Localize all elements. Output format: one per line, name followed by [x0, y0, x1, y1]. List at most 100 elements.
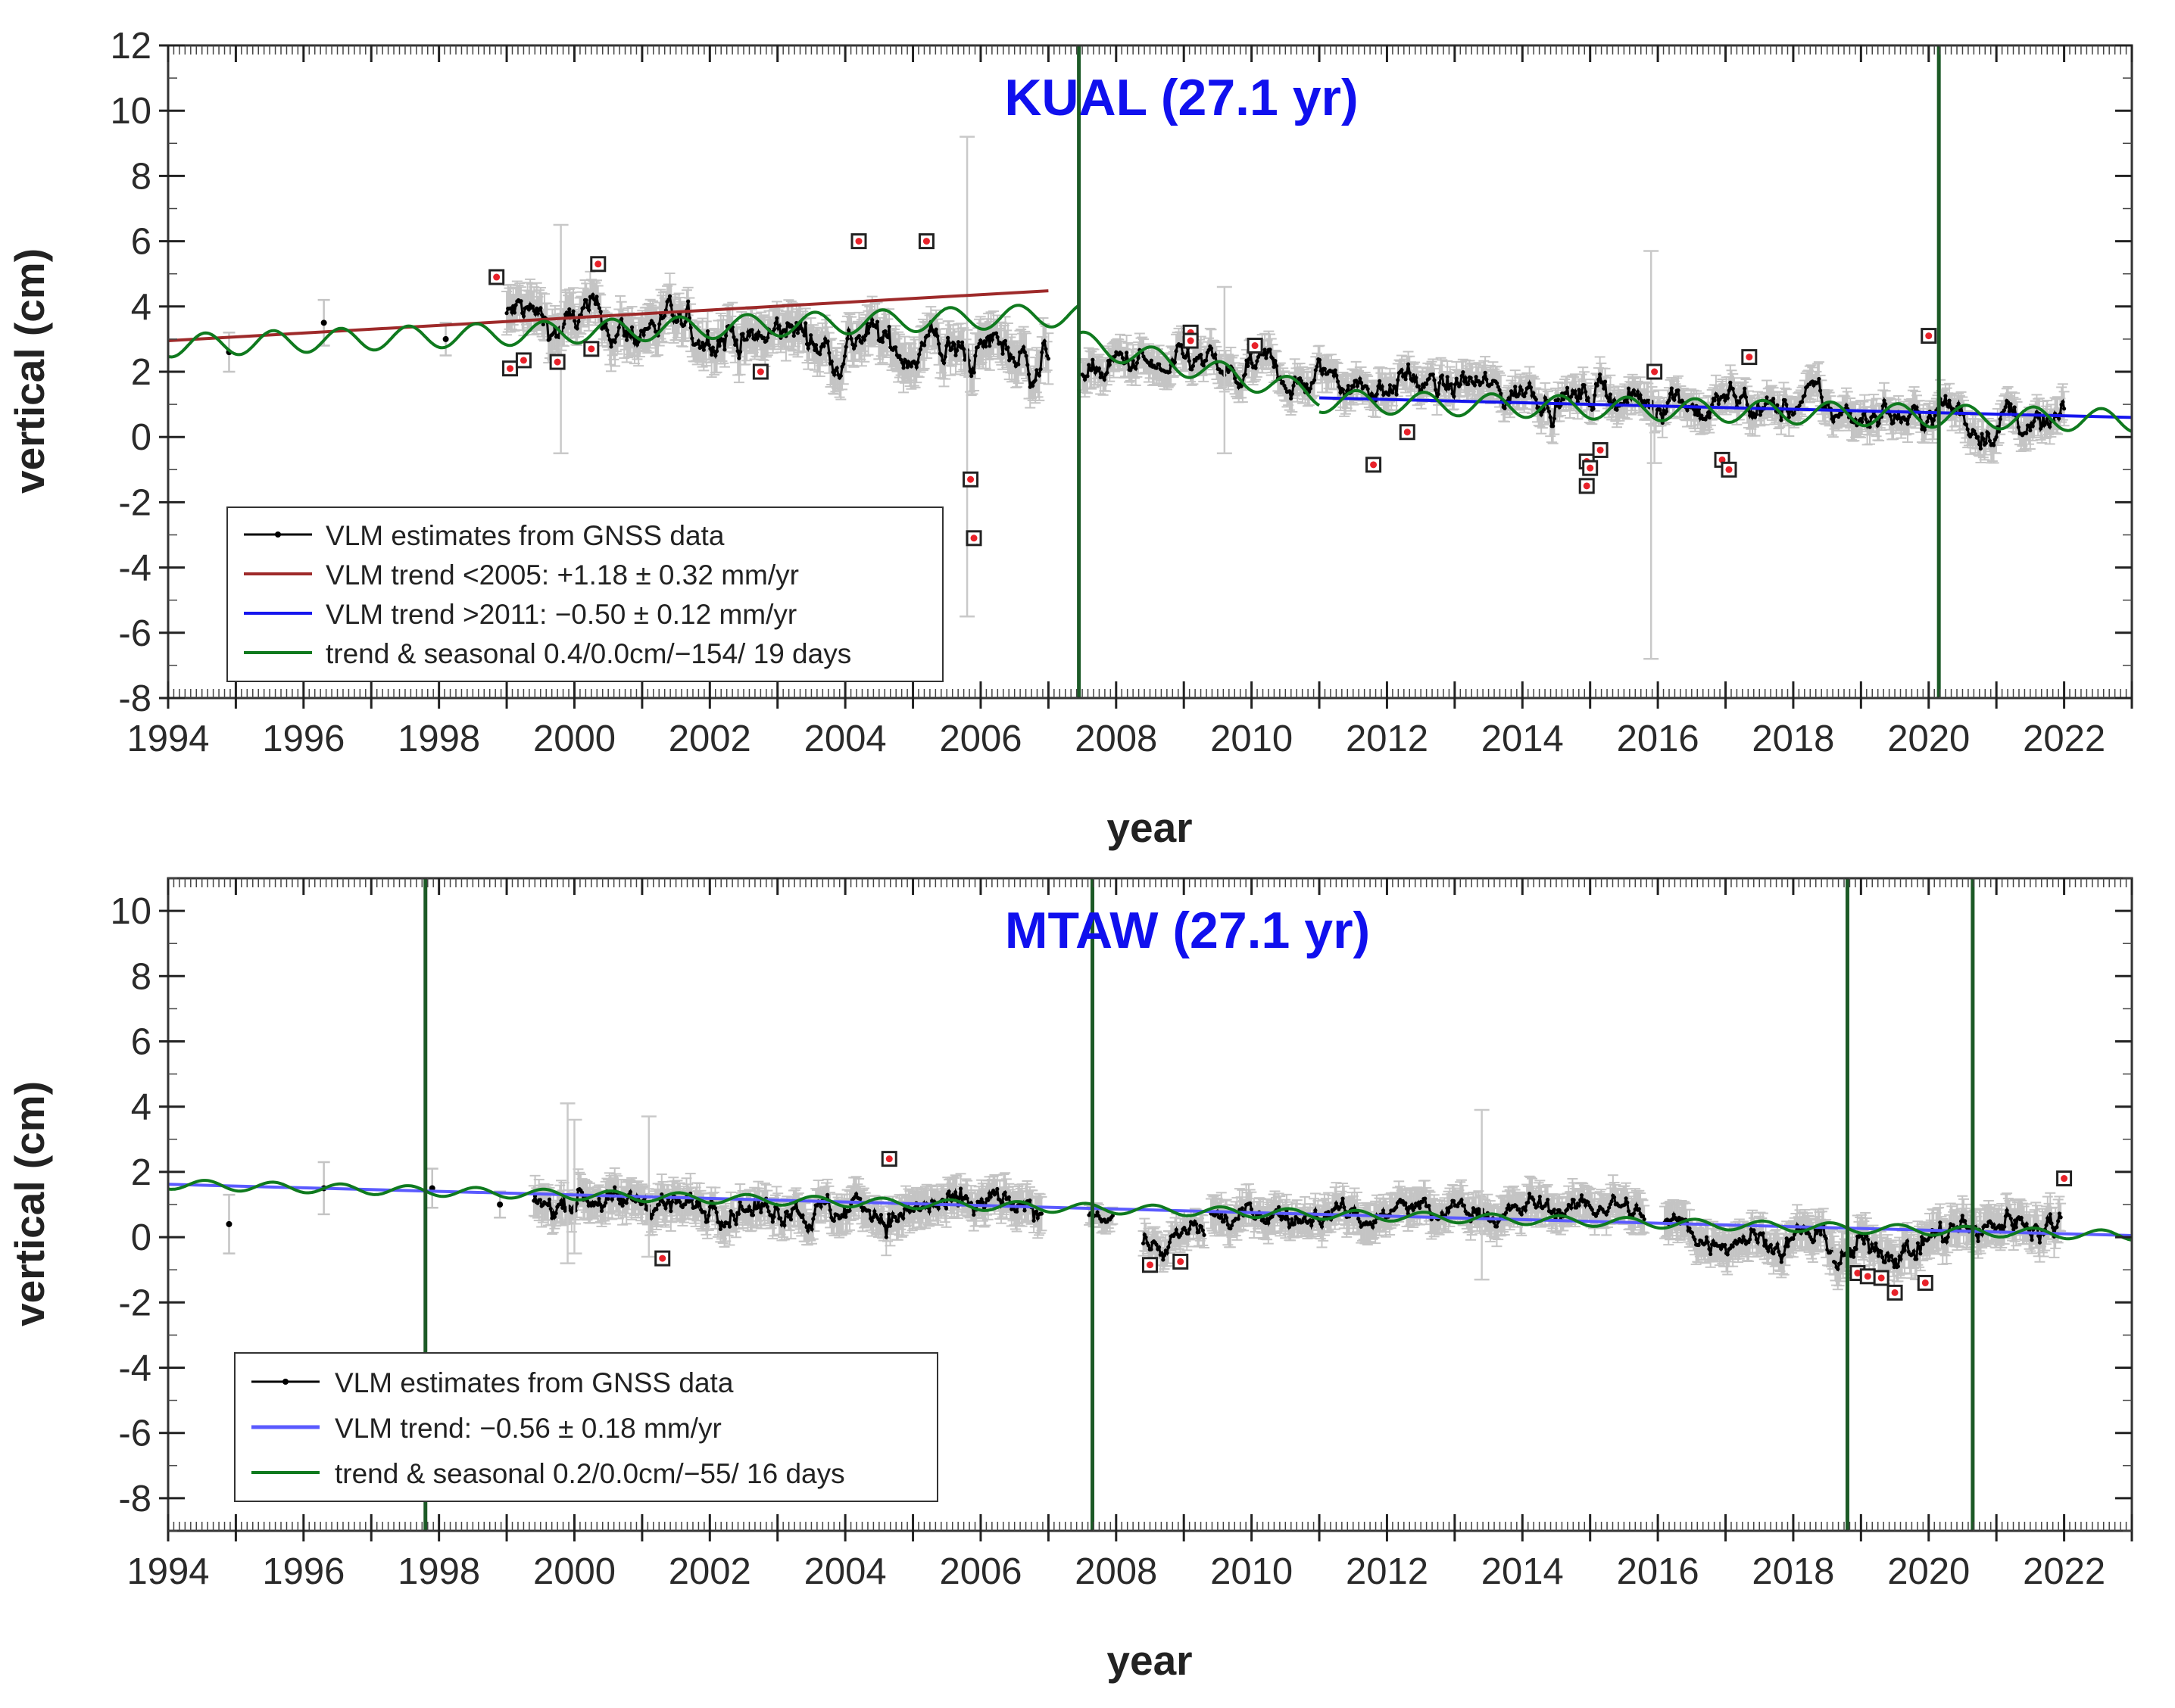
kual-data-point-1-371: [1564, 391, 1568, 395]
kual-data-point-0-40: [557, 335, 561, 339]
kual-data-point-0-314: [914, 365, 919, 369]
kual-outlier-dot-23: [1746, 354, 1753, 361]
kual-data-point-0-12: [520, 310, 525, 316]
kual-outlier-20: [1646, 363, 1663, 380]
kual-data-point-0-52: [573, 319, 577, 323]
kual-data-point-1-154: [1281, 379, 1285, 385]
kual-data-point-0-249: [829, 360, 834, 364]
kual-data-point-0-284: [875, 319, 880, 324]
kual-data-point-0-413: [1044, 347, 1048, 351]
kual-data-point-1-701: [1994, 435, 1999, 439]
kual-data-point-0-410: [1040, 350, 1044, 355]
kual-data-point-1-240: [1393, 385, 1397, 389]
kual-data-point-0-399: [1025, 363, 1030, 367]
kual-data-point-1-632: [1904, 417, 1908, 422]
kual-data-point-0-24: [535, 311, 541, 316]
kual-data-point-1-552: [1799, 400, 1805, 404]
kual-outlier-dot-2: [520, 357, 527, 364]
kual-data-point-0-397: [1022, 350, 1027, 354]
kual-data-point-1-730: [2032, 419, 2036, 423]
kual-data-point-1-95: [1204, 358, 1209, 363]
kual-data-point-1-130: [1250, 361, 1254, 366]
kual-data-point-1-302: [1474, 375, 1478, 379]
kual-data-point-1-15: [1100, 371, 1104, 376]
kual-data-point-0-199: [764, 338, 769, 343]
kual-data-point-0-292: [885, 335, 890, 339]
kual-data-point-1-451: [1668, 391, 1673, 396]
kual-data-point-0-175: [733, 342, 738, 348]
kual-outlier-0: [488, 269, 505, 285]
kual-data-points-seg-0: [504, 292, 1050, 389]
kual-data-point-0-44: [562, 322, 566, 326]
kual-outlier-6: [752, 363, 769, 380]
kual-data-point-1-752: [2061, 400, 2065, 404]
kual-trend-line-0: [168, 289, 1049, 343]
kual-data-point-0-329: [934, 327, 938, 332]
kual-data-point-0-227: [800, 329, 805, 334]
kual-data-point-1-255: [1412, 379, 1417, 384]
kual-data-point-0-127: [670, 313, 675, 317]
kual-data-point-1-469: [1692, 407, 1696, 412]
kual-data-point-1-337: [1519, 388, 1524, 392]
kual-data-point-1-149: [1275, 363, 1279, 369]
kual-data-point-1-540: [1784, 403, 1789, 407]
kual-data-point-1-301: [1472, 383, 1477, 388]
kual-data-point-0-184: [744, 337, 749, 342]
kual-data-point-1-71: [1172, 360, 1177, 365]
kual-data-point-1-276: [1440, 373, 1444, 378]
kual-data-point-0-335: [941, 360, 947, 366]
kual-data-point-1-685: [1973, 432, 1978, 437]
kual-data-point-0-27: [540, 313, 545, 317]
kual-data-point-0-205: [772, 327, 777, 332]
kual-data-point-0-357: [970, 367, 975, 372]
kual-outlier-dot-21: [1718, 456, 1726, 463]
kual-data-point-0-20: [530, 304, 535, 309]
kual-data-point-1-379: [1574, 395, 1579, 400]
kual-data-point-1-43: [1136, 356, 1141, 360]
kual-data-point-1-236: [1387, 383, 1393, 388]
kual-data-point-0-251: [832, 372, 837, 377]
kual-data-point-0-384: [1006, 345, 1010, 350]
kual-data-point-1-287: [1454, 376, 1459, 381]
kual-data-point-1-509: [1743, 395, 1749, 400]
kual-trend-line-1: [1318, 396, 2132, 419]
kual-data-point-1-175: [1308, 386, 1312, 391]
kual-outlier-15: [1399, 424, 1415, 441]
kual-data-point-1-405: [1608, 392, 1613, 397]
kual-data-point-1-222: [1369, 391, 1374, 396]
kual-data-point-0-341: [950, 347, 954, 351]
kual-data-point-0-43: [560, 325, 565, 330]
kual-data-point-1-530: [1771, 396, 1776, 401]
kual-data-point-1-452: [1669, 386, 1674, 391]
kual-data-point-1-419: [1626, 386, 1631, 391]
kual-data-point-1-689: [1978, 446, 1983, 451]
kual-data-point-0-63: [587, 307, 591, 313]
kual-data-point-1-324: [1503, 406, 1507, 410]
kual-data-point-0-331: [936, 341, 941, 346]
kual-data-point-1-354: [1541, 407, 1546, 412]
kual-data-point-1-180: [1315, 364, 1319, 369]
kual-outlier-dot-18: [1587, 464, 1594, 472]
kual-outlier-7: [850, 233, 867, 250]
kual-data-point-1-17: [1102, 377, 1106, 382]
kual-data-point-0-7: [513, 303, 518, 307]
kual-data-point-1-369: [1561, 397, 1566, 402]
kual-data-point-1-450: [1667, 398, 1671, 403]
kual-data-point-1-504: [1737, 401, 1742, 405]
kual-data-point-1-564: [1815, 380, 1820, 385]
kual-data-point-1-314: [1490, 382, 1494, 386]
kual-data-point-1-640: [1914, 405, 1919, 410]
kual-data-point-1-520: [1758, 413, 1763, 417]
kual-data-point-0-277: [866, 331, 871, 335]
kual-data-point-0-293: [887, 324, 891, 329]
kual-data-point-1-386: [1584, 390, 1588, 394]
kual-data-point-0-109: [647, 326, 651, 330]
kual-data-point-0-142: [690, 336, 694, 341]
kual-outlier-1: [502, 360, 519, 377]
kual-data-point-0-139: [686, 299, 691, 304]
kual-data-point-1-184: [1320, 372, 1325, 376]
kual-data-point-1-25: [1112, 354, 1117, 359]
kual-outlier-dot-13: [1251, 342, 1259, 350]
kual-data-point-1-200: [1340, 388, 1346, 392]
kual-data-point-0-179: [738, 349, 743, 354]
